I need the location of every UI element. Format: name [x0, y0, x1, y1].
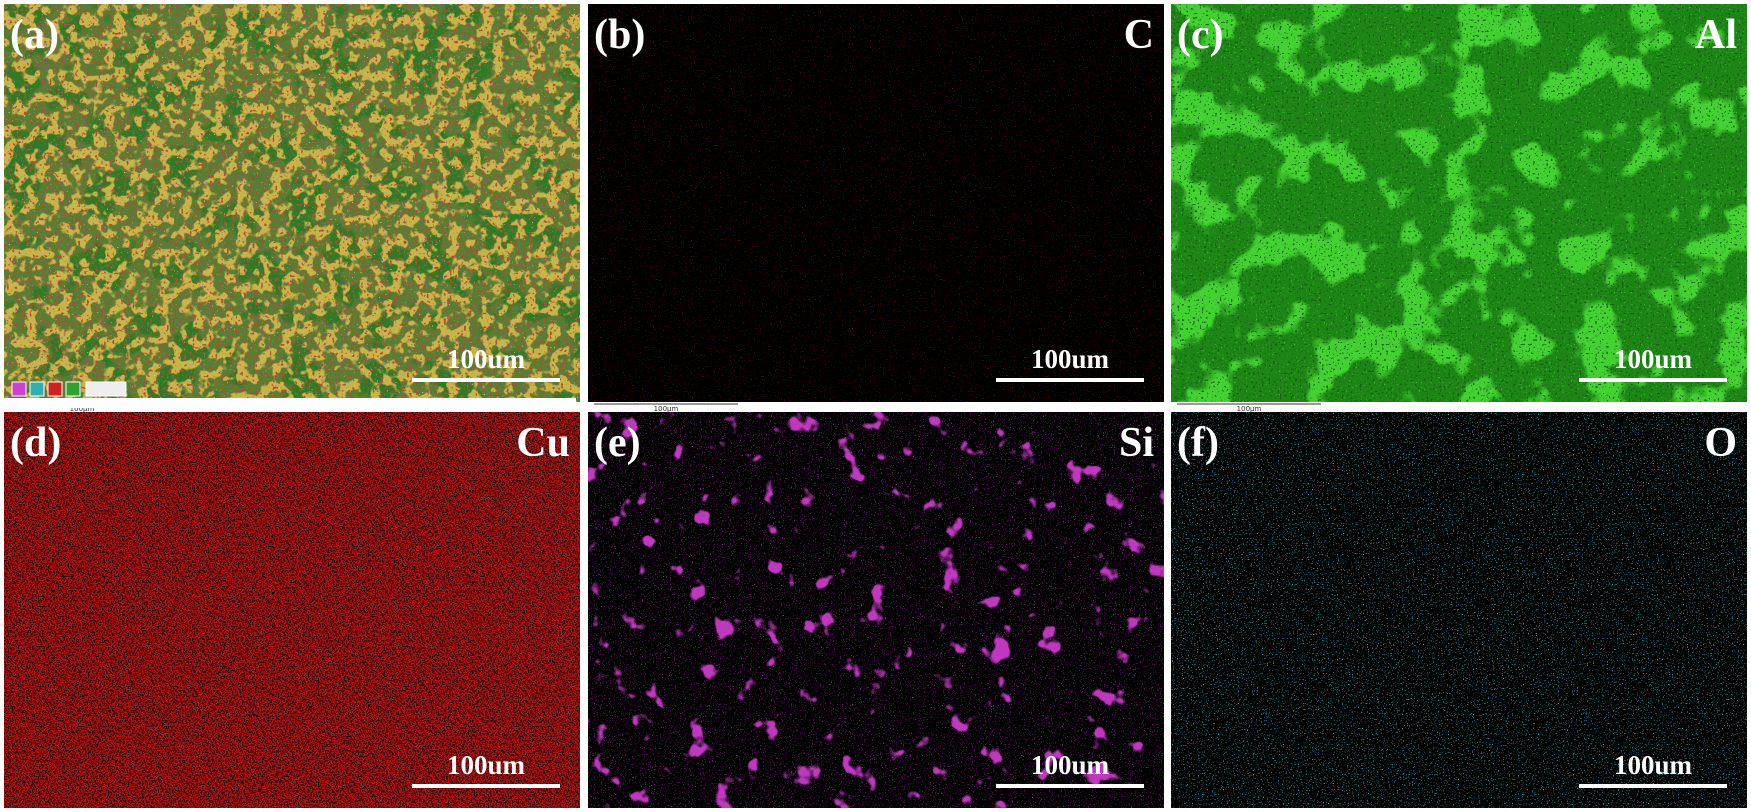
element-label: Al — [1695, 12, 1737, 58]
panel: (a) 100um — [4, 4, 580, 402]
scale-bar — [1579, 784, 1727, 788]
panel: (b) C 100um — [588, 4, 1164, 402]
panel-label: (f) — [1177, 420, 1219, 466]
map-texture — [1171, 412, 1747, 808]
element-label: O — [1704, 420, 1737, 466]
scale-bar-label: 100um — [447, 750, 526, 780]
panel: (e) Si 100um — [588, 412, 1164, 808]
map-texture — [4, 4, 580, 402]
panel: (f) O 100um — [1171, 412, 1747, 808]
panel-label: (a) — [10, 12, 59, 58]
map-texture — [588, 4, 1164, 402]
sub-scale-label: 100μm — [1237, 405, 1262, 413]
panel: (d) Cu 100um — [4, 412, 580, 808]
sub-scale-label: 100μm — [70, 405, 95, 413]
map-texture — [1171, 4, 1747, 402]
scale-bar — [996, 378, 1144, 382]
strip — [0, 398, 576, 408]
panel: (c) Al 100um — [1171, 4, 1747, 402]
legend-swatch — [29, 381, 45, 397]
map-texture — [4, 412, 580, 808]
scale-bar-label: 100um — [1614, 344, 1693, 374]
scale-bar — [412, 784, 560, 788]
scale-bar-label: 100um — [1031, 750, 1110, 780]
element-label: Si — [1119, 420, 1154, 466]
legend-box — [85, 381, 127, 397]
legend-swatch — [11, 381, 27, 397]
panel-label: (d) — [10, 420, 61, 466]
legend-swatch — [47, 381, 63, 397]
scale-bar — [412, 378, 560, 382]
element-label: Cu — [516, 420, 570, 466]
scale-bar-label: 100um — [1031, 344, 1110, 374]
scale-bar-label: 100um — [1614, 750, 1693, 780]
panel-label: (c) — [1177, 12, 1224, 58]
legend-swatch — [65, 381, 81, 397]
map-texture — [588, 412, 1164, 808]
panel-label: (b) — [594, 12, 645, 58]
element-label: C — [1124, 12, 1154, 58]
scale-bar — [996, 784, 1144, 788]
scale-bar — [1579, 378, 1727, 382]
sub-scale-label: 100μm — [654, 405, 679, 413]
scale-bar-label: 100um — [447, 344, 526, 374]
panel-label: (e) — [594, 420, 641, 466]
